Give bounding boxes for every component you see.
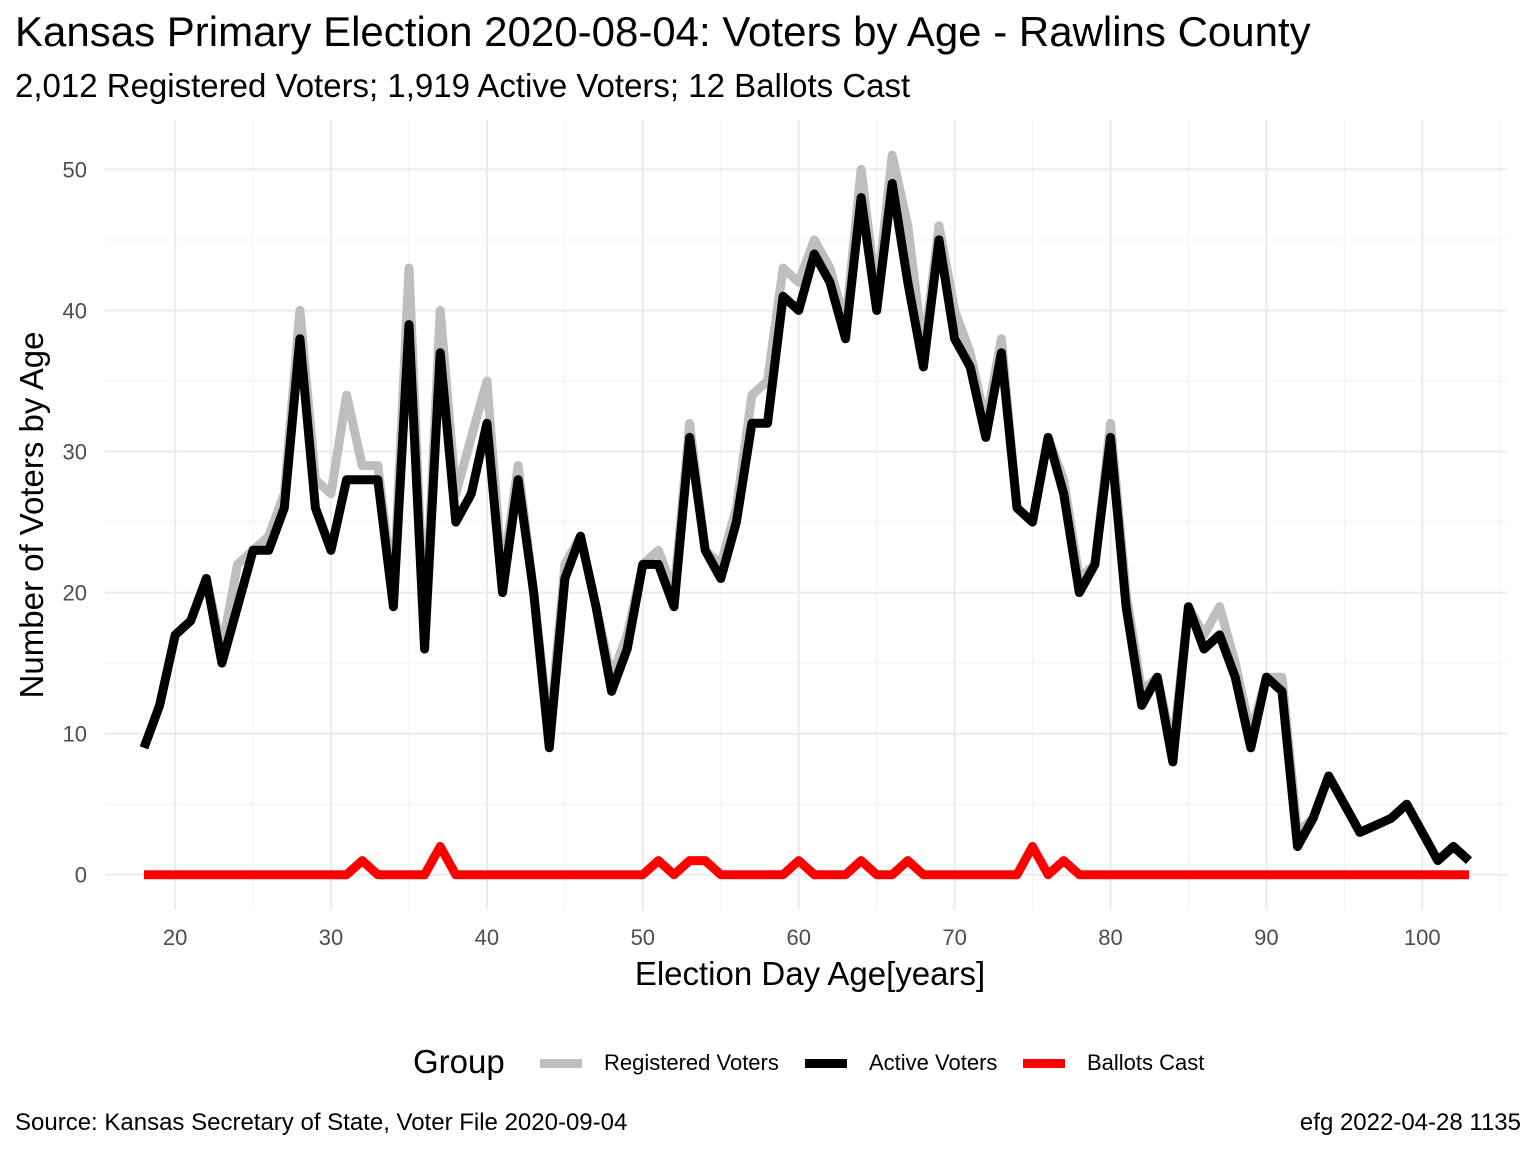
y-tick-label: 0 xyxy=(75,863,87,888)
x-tick-label: 40 xyxy=(475,925,499,950)
legend-item-active-voters: Active Voters xyxy=(805,1040,997,1086)
y-tick-label: 50 xyxy=(63,157,87,182)
x-axis-title: Election Day Age[years] xyxy=(634,955,986,992)
legend-label-ballots-cast: Ballots Cast xyxy=(1087,1050,1205,1075)
x-tick-label: 80 xyxy=(1098,925,1122,950)
legend-item-registered-voters: Registered Voters xyxy=(540,1040,779,1086)
chart-subtitle: 2,012 Registered Voters; 1,919 Active Vo… xyxy=(15,67,911,104)
author-caption: efg 2022-04-28 1135 xyxy=(1299,1109,1521,1136)
series-lines xyxy=(139,150,1473,880)
series-line-active-voters xyxy=(139,179,1473,866)
legend-label-registered-voters: Registered Voters xyxy=(604,1050,779,1075)
x-tick-label: 50 xyxy=(631,925,655,950)
legend-item-ballots-cast: Ballots Cast xyxy=(1023,1040,1204,1086)
series-line-ballots-cast xyxy=(144,842,1469,880)
x-tick-label: 60 xyxy=(786,925,810,950)
legend: Group Registered Voters Active Voters Ba… xyxy=(0,1040,1536,1086)
y-axis-title: Number of Voters by Age xyxy=(13,331,50,699)
legend-swatch-ballots-cast xyxy=(1023,1058,1065,1068)
legend-title: Group xyxy=(413,1043,505,1080)
tick-labels: 20 30 40 50 60 70 80 90 100 0 10 20 30 40 50 xyxy=(63,157,1441,950)
x-tick-label: 90 xyxy=(1254,925,1278,950)
y-tick-label: 40 xyxy=(63,298,87,323)
y-tick-label: 30 xyxy=(63,440,87,465)
x-tick-label: 20 xyxy=(163,925,187,950)
y-tick-label: 20 xyxy=(63,581,87,606)
x-tick-label: 70 xyxy=(942,925,966,950)
source-caption: Source: Kansas Secretary of State, Voter… xyxy=(15,1109,628,1136)
chart-title: Kansas Primary Election 2020-08-04: Vote… xyxy=(15,8,1311,55)
legend-label-active-voters: Active Voters xyxy=(869,1050,998,1075)
grid-major xyxy=(105,120,1508,910)
legend-swatch-active-voters xyxy=(805,1058,847,1068)
y-tick-label: 10 xyxy=(63,722,87,747)
x-tick-label: 100 xyxy=(1404,925,1441,950)
grid-minor xyxy=(105,120,1508,910)
legend-swatch-registered-voters xyxy=(540,1058,582,1068)
x-tick-label: 30 xyxy=(319,925,343,950)
